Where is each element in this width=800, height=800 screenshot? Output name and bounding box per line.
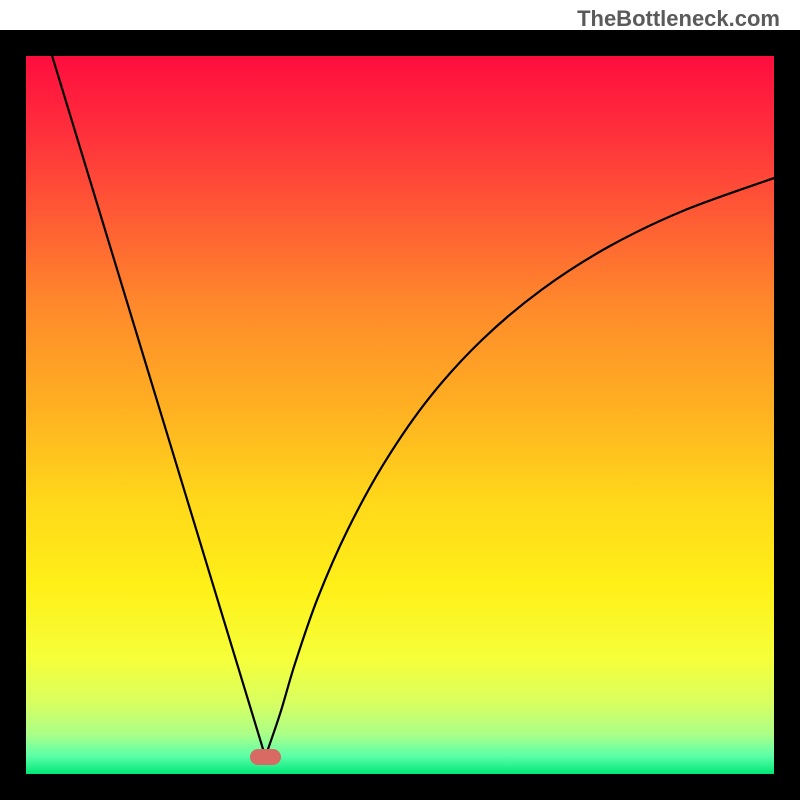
watermark-text: TheBottleneck.com — [577, 6, 780, 32]
plot-area — [26, 56, 774, 774]
bottleneck-curve — [52, 56, 774, 757]
optimal-point-marker — [250, 749, 281, 765]
curve-layer — [26, 56, 774, 774]
chart-container: TheBottleneck.com — [0, 0, 800, 800]
